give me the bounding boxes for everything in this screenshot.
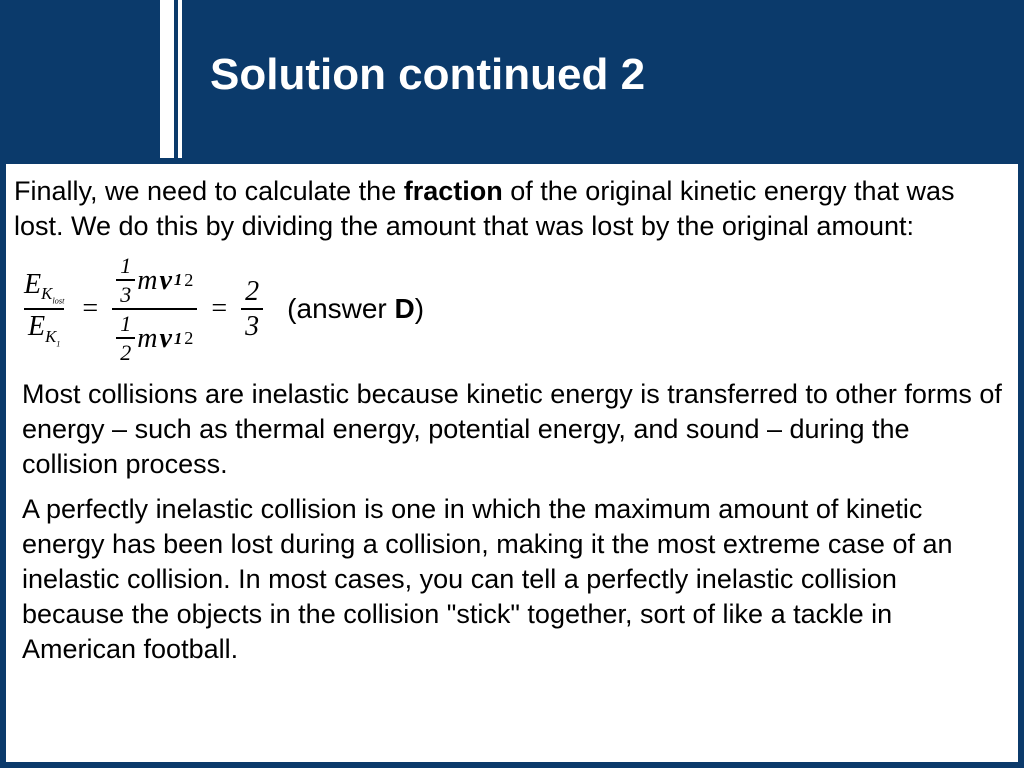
lhs-den-subsub: 1 [56, 339, 60, 348]
coef-1-2: 1 2 [116, 312, 135, 364]
mid-den-v: v [159, 324, 171, 353]
rhs-fraction: 2 3 [241, 277, 263, 342]
mid-den-v-sub: 1 [174, 330, 182, 348]
slide: Solution continued 2 Finally, we need to… [0, 0, 1024, 768]
mid-num-v-sub: 1 [174, 271, 182, 289]
lhs-num-subsub: lost [52, 297, 64, 306]
rhs-bot: 3 [241, 308, 263, 341]
lhs-den-sub: K [45, 327, 56, 346]
answer-bold: D [395, 293, 415, 324]
header-bar-thin [178, 0, 182, 158]
paragraph-2: Most collisions are inelastic because ki… [22, 377, 1006, 482]
intro-bold: fraction [404, 176, 503, 206]
mid-fraction: 1 3 mv12 1 2 mv12 [112, 254, 197, 364]
answer-pre: (answer [287, 293, 394, 324]
paragraph-3: A perfectly inelastic collision is one i… [22, 492, 1006, 667]
lhs-den-E: E [28, 311, 45, 342]
mid-num-exp: 2 [184, 271, 193, 290]
slide-title: Solution continued 2 [210, 50, 645, 100]
content-area: Finally, we need to calculate the fracti… [6, 164, 1018, 762]
coef-1-2-bot: 2 [116, 337, 135, 364]
intro-pre: Finally, we need to calculate the [14, 176, 404, 206]
coef-1-3-top: 1 [116, 254, 135, 279]
lhs-num-E: E [24, 269, 41, 300]
lhs-fraction: EKlost EK1 [20, 270, 68, 350]
lhs-num-sub: K [41, 284, 52, 303]
header-bar-thick [160, 0, 174, 158]
mid-num-v: v [159, 266, 171, 295]
mid-den-exp: 2 [184, 329, 193, 348]
coef-1-3-bot: 3 [116, 279, 135, 306]
mid-den-m: m [137, 324, 157, 353]
mid-num-m: m [137, 266, 157, 295]
coef-1-3: 1 3 [116, 254, 135, 306]
rhs-top: 2 [241, 277, 263, 308]
equals-1: = [78, 293, 102, 325]
equals-2: = [207, 293, 231, 325]
coef-1-2-top: 1 [116, 312, 135, 337]
equation: EKlost EK1 = 1 3 mv12 [20, 254, 263, 364]
answer-label: (answer D) [287, 293, 424, 325]
header: Solution continued 2 [0, 0, 1024, 160]
equation-row: EKlost EK1 = 1 3 mv12 [20, 254, 1010, 364]
answer-post: ) [415, 293, 424, 324]
intro-paragraph: Finally, we need to calculate the fracti… [14, 174, 1010, 244]
